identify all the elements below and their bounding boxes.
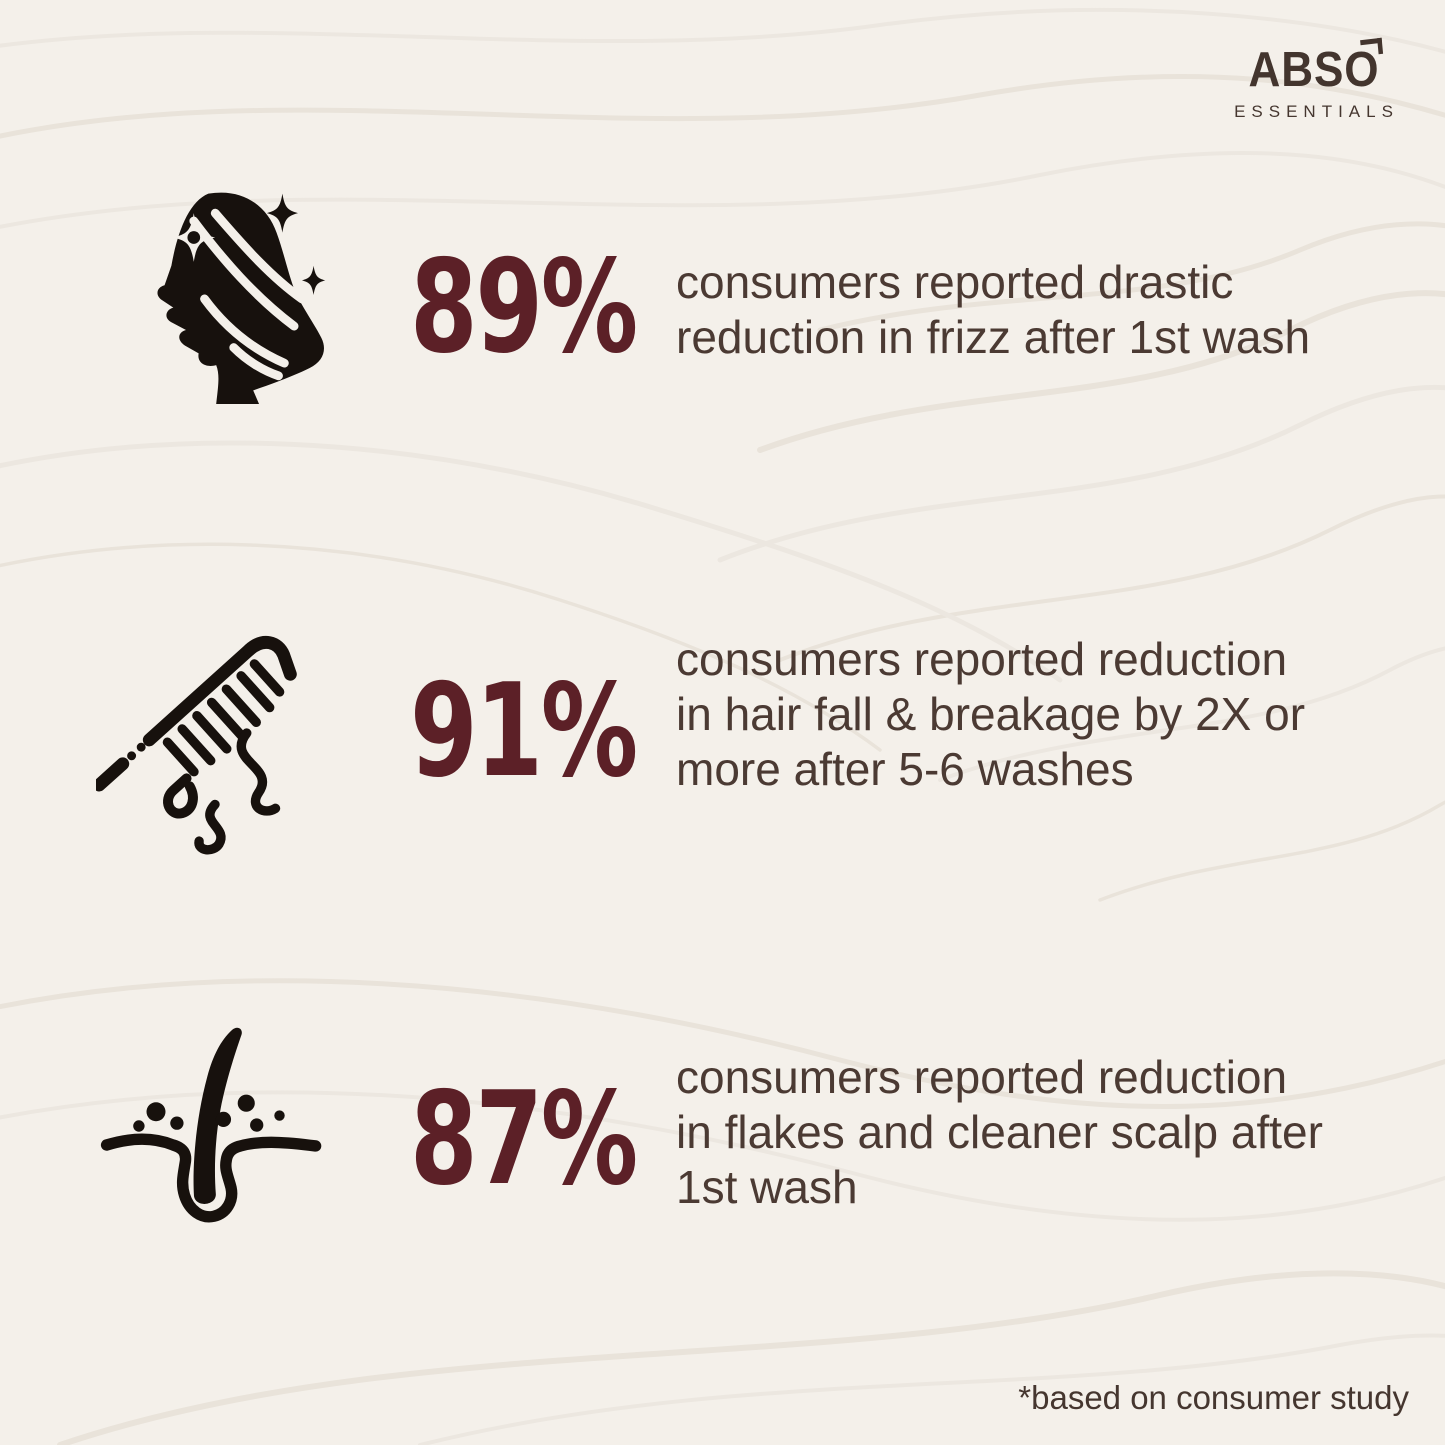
stat-value-frizz: 89% <box>409 233 638 382</box>
o-grave-accent-mark <box>1359 37 1383 57</box>
stat-value-hair-fall: 91% <box>409 657 638 806</box>
stat-description-frizz: consumers reported drastic reduction in … <box>676 256 1311 363</box>
scalp-follicle-icon <box>92 1012 334 1240</box>
stat-row-scalp: 87% consumers reported reduction in flak… <box>0 1008 1445 1278</box>
footnote-consumer-study: *based on consumer study <box>1018 1379 1409 1416</box>
stat-description-scalp: consumers reported reduction in flakes a… <box>676 1051 1323 1213</box>
stat-value-scalp: 87% <box>409 1065 638 1214</box>
comb-hair-fall-icon <box>92 618 334 856</box>
brand-name-accented-o: O <box>1344 37 1383 95</box>
stat-row-frizz: 89% consumers reported drastic reduction… <box>0 178 1445 448</box>
brand-logo: ABSO ESSENTIALS <box>1225 37 1403 122</box>
stat-description-hair-fall: consumers reported reduction in hair fal… <box>676 633 1306 795</box>
brand-subtitle: ESSENTIALS <box>1234 102 1399 121</box>
shiny-hair-head-icon <box>106 182 340 406</box>
brand-name-prefix: ABS <box>1248 43 1345 97</box>
brand-name: ABSO <box>1234 37 1394 97</box>
stat-row-hair-fall: 91% consumers reported reduction in hair… <box>0 612 1445 882</box>
